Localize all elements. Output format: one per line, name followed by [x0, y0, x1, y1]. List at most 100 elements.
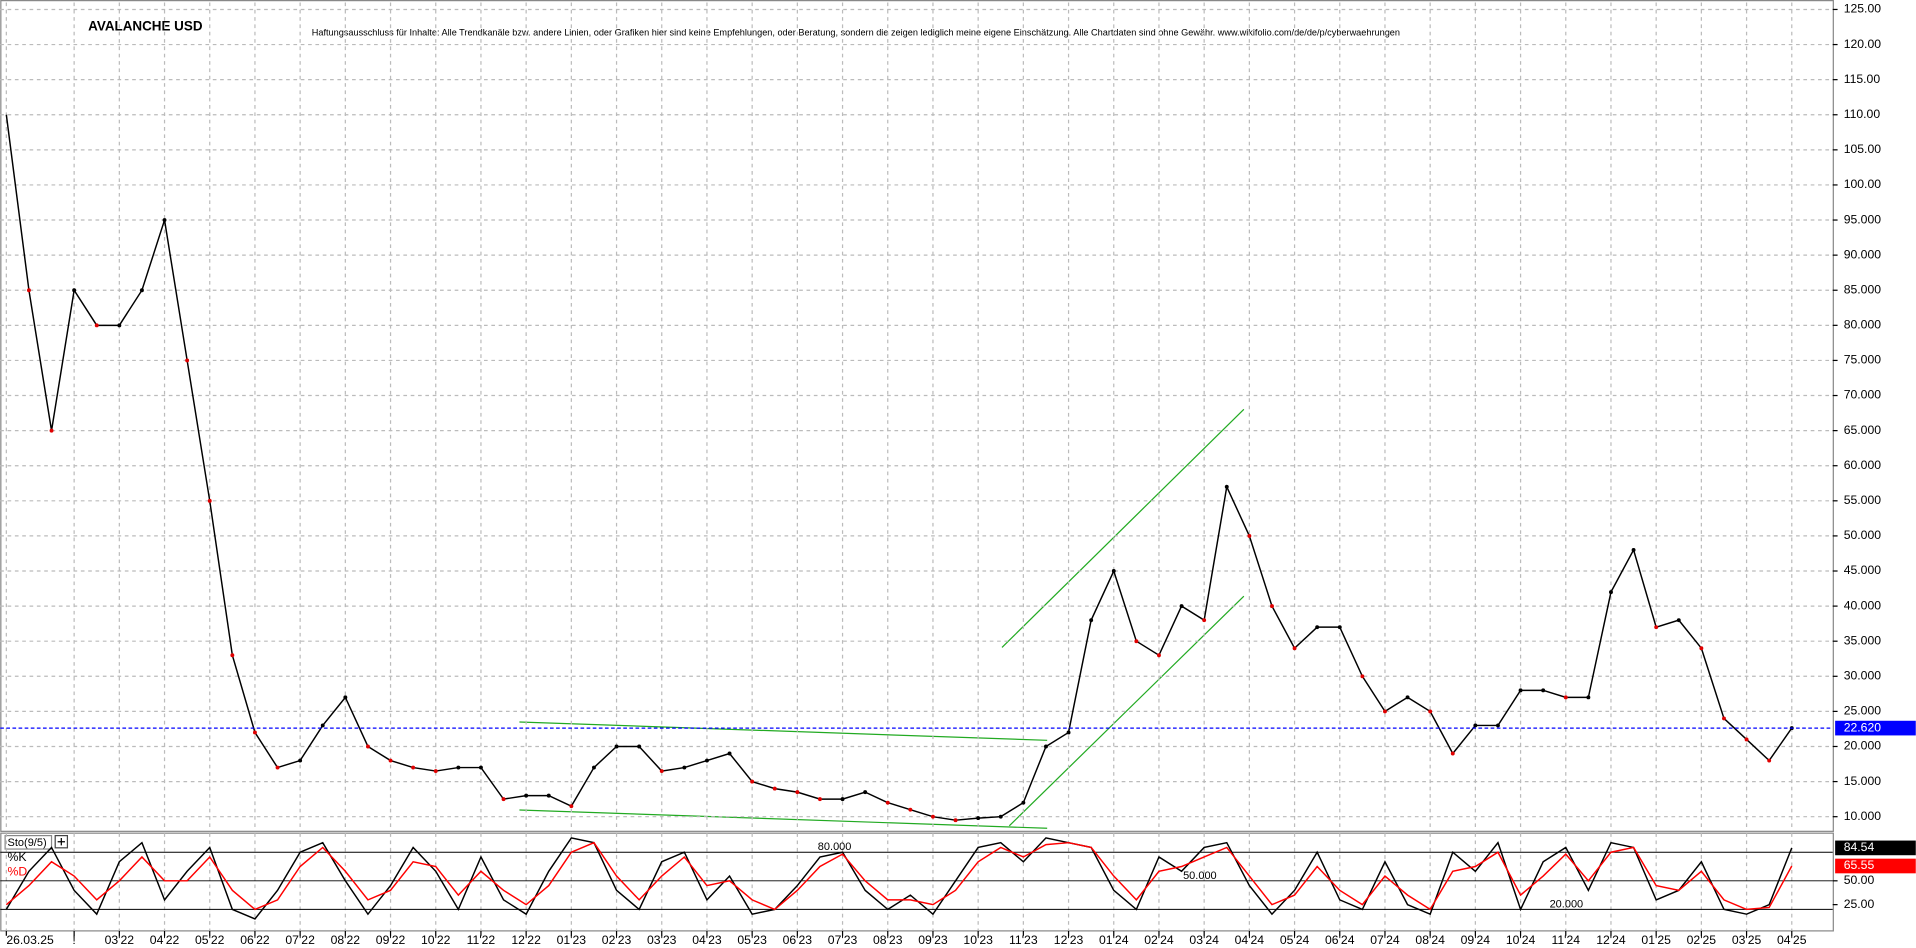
price-point: [953, 818, 958, 823]
y-tick-label: 50.000: [1844, 528, 1882, 542]
price-point: [1699, 646, 1704, 651]
price-point: [727, 751, 732, 756]
x-tick-label: 05'23: [737, 933, 767, 947]
price-point: [411, 765, 416, 770]
price-point: [365, 744, 370, 749]
y-tick-label: 25.000: [1844, 704, 1882, 718]
price-point: [1337, 625, 1342, 630]
price-point: [1247, 533, 1252, 538]
y-tick-label: 100.00: [1844, 177, 1882, 191]
y-tick-label: 20.000: [1844, 739, 1882, 753]
price-point: [1157, 653, 1161, 658]
x-tick-label: 03'22: [105, 933, 135, 947]
price-point: [976, 816, 981, 821]
price-frame: [0, 0, 1834, 832]
current-price-label: 22.620: [1844, 720, 1882, 734]
price-point: [1541, 688, 1546, 693]
price-point: [1179, 604, 1184, 609]
x-tick-label: 02'25: [1687, 933, 1717, 947]
price-point: [795, 790, 800, 795]
y-tick-label: 75.000: [1844, 353, 1882, 367]
y-tick-label: 80.000: [1844, 318, 1882, 332]
x-tick-label: 09'22: [376, 933, 406, 947]
level-label: 80.000: [818, 841, 852, 853]
x-tick-label: 03'25: [1732, 933, 1762, 947]
y-tick-label: 120.00: [1844, 37, 1882, 51]
x-tick-label: 08'23: [873, 933, 903, 947]
price-point: [750, 779, 755, 784]
price-point: [1224, 484, 1229, 489]
price-point: [298, 758, 303, 763]
price-point: [704, 758, 709, 763]
price-point: [569, 804, 574, 809]
price-point: [320, 723, 325, 728]
price-point: [682, 765, 687, 770]
price-point: [1360, 674, 1365, 679]
price-point: [1383, 709, 1387, 714]
x-tick-label: 12'22: [511, 933, 541, 947]
price-point: [614, 744, 619, 749]
legend-title: Sto(9/5): [8, 837, 47, 849]
price-point: [659, 769, 664, 774]
trend-line: [519, 809, 1048, 829]
price-point: [1744, 737, 1749, 742]
x-tick-label: 04'24: [1235, 933, 1265, 947]
plus-icon: [57, 838, 65, 846]
x-tick-label: 06'23: [783, 933, 813, 947]
price-point: [388, 758, 393, 763]
y-tick-label: 25.00: [1844, 897, 1875, 911]
disclaimer: Haftungsausschluss für Inhalte: Alle Tre…: [312, 27, 1400, 37]
y-tick-label: 65.000: [1844, 423, 1882, 437]
price-point: [94, 323, 99, 328]
price-point: [433, 769, 438, 774]
price-point: [1654, 625, 1659, 630]
y-tick-label: 30.000: [1844, 669, 1882, 683]
price-point: [162, 218, 167, 222]
x-tick-label: 11'22: [467, 933, 496, 947]
price-point: [1450, 751, 1455, 756]
y-tick-label: 40.000: [1844, 598, 1882, 612]
trend-line: [519, 721, 1048, 741]
trend-line: [1001, 408, 1245, 648]
price-point: [1676, 618, 1681, 623]
x-tick-label: 10'23: [963, 933, 993, 947]
price-point: [1202, 618, 1207, 623]
y-tick-label: 10.000: [1844, 809, 1882, 823]
legend-entry: %K: [8, 850, 27, 864]
x-tick-label: 11'24: [1551, 933, 1580, 947]
price-point: [139, 288, 144, 293]
price-point: [1631, 547, 1636, 552]
price-point: [1044, 744, 1048, 749]
price-point: [72, 288, 77, 293]
last-value-label: 65.55: [1844, 858, 1875, 872]
x-tick-label: 02'24: [1144, 933, 1174, 947]
x-tick-label: 10'24: [1506, 933, 1536, 947]
price-point: [117, 323, 122, 328]
price-line: [5, 114, 1793, 821]
x-tick-label: 06'22: [240, 933, 270, 947]
price-point: [1428, 709, 1433, 714]
y-tick-label: 60.000: [1844, 458, 1882, 472]
y-tick-label: 110.00: [1844, 107, 1881, 121]
x-tick-label: 06'24: [1325, 933, 1355, 947]
price-point: [1586, 695, 1591, 700]
stochastic-line: [5, 837, 1793, 920]
x-tick-label: 01'24: [1099, 933, 1129, 947]
x-tick-label: 03'23: [647, 933, 677, 947]
x-tick-label: 09'23: [918, 933, 948, 947]
x-tick-label: 02'23: [602, 933, 632, 947]
price-point: [1066, 730, 1071, 735]
price-point: [1089, 618, 1094, 623]
x-tick-label: 01'23: [557, 933, 587, 947]
price-point: [1722, 716, 1726, 721]
price-point: [998, 814, 1003, 819]
x-tick-label: 10'22: [421, 933, 451, 947]
chart-title: AVALANCHE USD: [88, 18, 203, 33]
price-point: [546, 793, 551, 798]
y-tick-label: 70.000: [1844, 388, 1882, 402]
y-tick-label: 90.000: [1844, 247, 1882, 261]
x-tick-label: 07'23: [828, 933, 858, 947]
last-value-box: [1835, 840, 1916, 856]
level-label: 50.000: [1183, 870, 1217, 882]
price-point: [49, 428, 54, 433]
